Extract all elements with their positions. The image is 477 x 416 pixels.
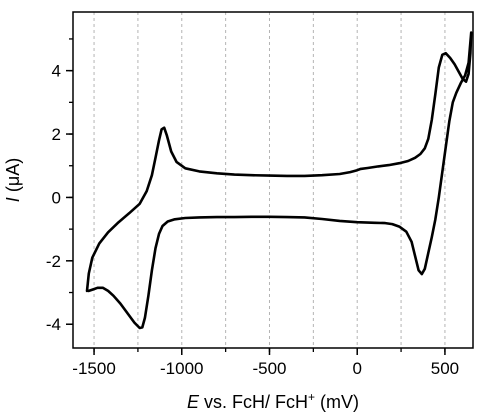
y-tick-label: -2	[46, 252, 61, 271]
series-line	[85, 31, 473, 330]
x-axis-variable: E	[187, 392, 200, 412]
x-tick-label: -500	[252, 359, 286, 378]
axis-ticks	[66, 38, 446, 355]
x-tick-label: 500	[431, 359, 459, 378]
x-tick-label: 0	[352, 359, 361, 378]
vertical-gridlines	[93, 12, 446, 348]
x-axis-title: E vs. FcH/ FcH+ (mV)	[187, 390, 359, 412]
cv-trace	[85, 31, 473, 330]
x-tick-label: -1000	[160, 359, 203, 378]
y-tick-label: 2	[52, 125, 61, 144]
x-tick-label: -1500	[72, 359, 115, 378]
y-tick-label: -4	[46, 315, 61, 334]
y-tick-label: 0	[52, 188, 61, 207]
plot-frame	[72, 11, 474, 349]
x-axis-text: vs. FcH/ FcH	[199, 392, 308, 412]
y-axis-unit: (μA)	[3, 158, 23, 197]
tick-labels: -1500 -1000 -500 0 500 -4 -2 0 2 4	[46, 62, 459, 378]
x-axis-unit: (mV)	[315, 392, 359, 412]
y-axis-variable: I	[3, 197, 23, 202]
x-axis-superscript: +	[308, 390, 315, 404]
y-axis-title: I (μA)	[3, 158, 23, 202]
y-tick-label: 4	[52, 62, 61, 81]
